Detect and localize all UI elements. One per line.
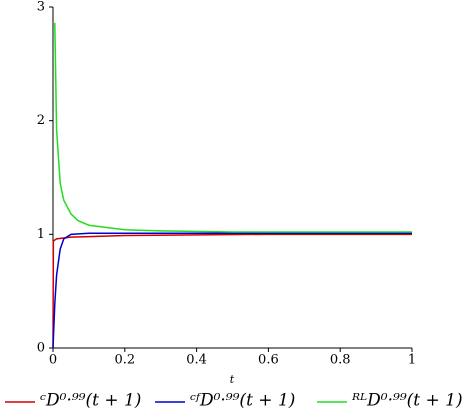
y-tick-label: 2 — [37, 113, 45, 128]
y-tick-label: 0 — [37, 341, 45, 356]
x-tick-label: 0.6 — [258, 353, 279, 368]
x-tick-label: 0.4 — [186, 353, 207, 368]
legend-label: ᴿᴸD⁰·⁹⁹(t + 1) — [351, 391, 463, 411]
line-series — [52, 233, 412, 349]
x-tick-label: 0 — [49, 353, 57, 368]
x-tick-label: 0.2 — [114, 353, 135, 368]
x-tick-label: 0.8 — [330, 353, 351, 368]
x-axis-label: t — [230, 373, 235, 386]
y-tick-label: 1 — [37, 227, 45, 242]
line-series — [54, 22, 412, 233]
x-tick-label: 1 — [408, 353, 416, 368]
line-series — [52, 232, 412, 349]
y-tick-label: 3 — [37, 0, 45, 15]
legend-label: ᶜD⁰·⁹⁹(t + 1) — [40, 391, 141, 411]
legend-label: ᶜᶠD⁰·⁹⁹(t + 1) — [190, 391, 295, 411]
